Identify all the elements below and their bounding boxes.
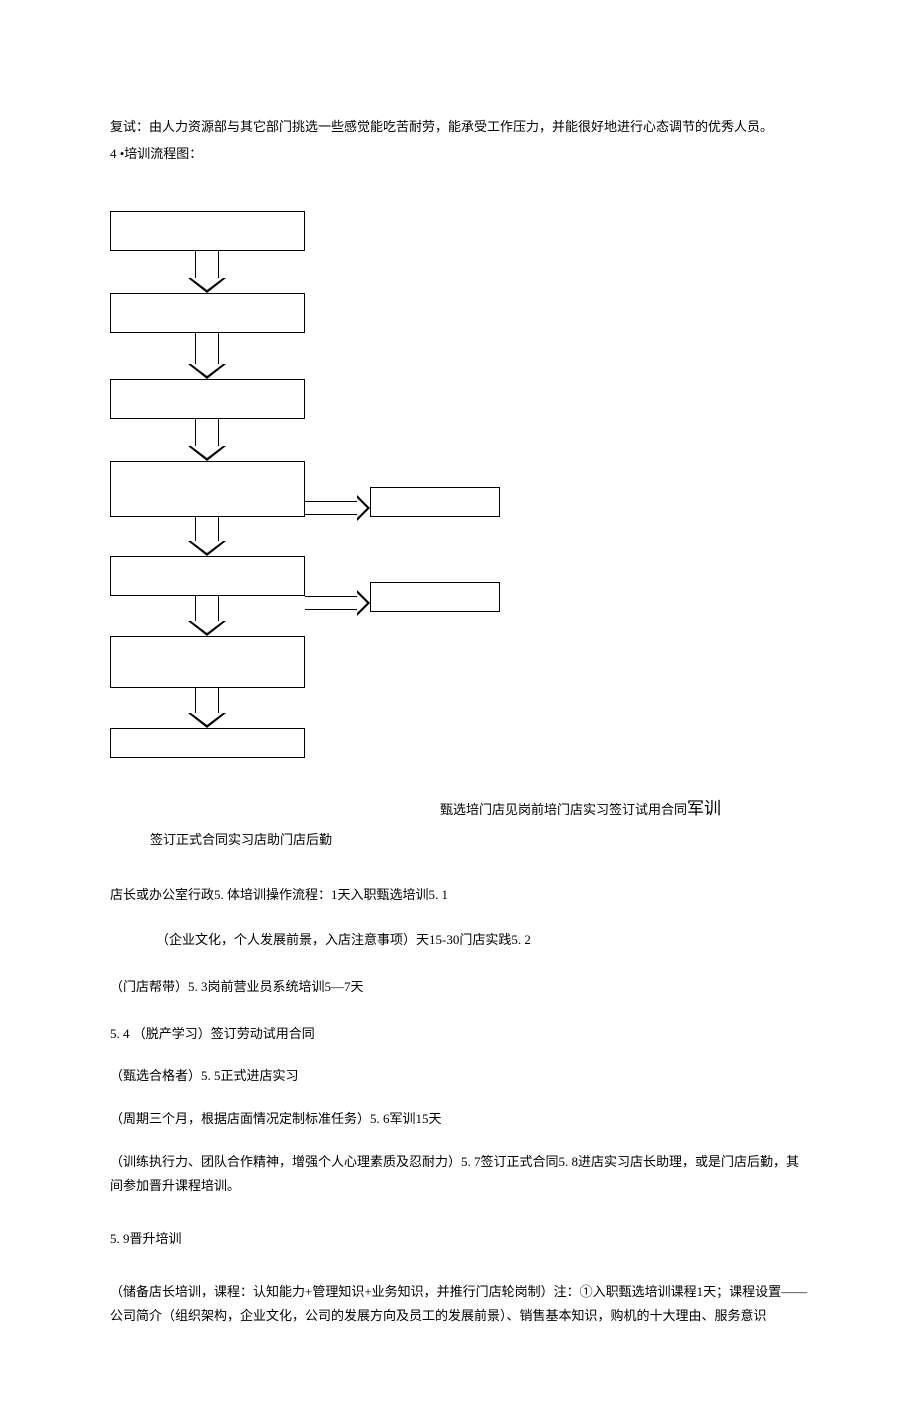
arrow-right-icon (305, 590, 370, 616)
arrow-down-icon (195, 251, 226, 293)
flow-box (370, 582, 500, 612)
flowchart-caption-left: 签订正式合同实习店助门店后勤 (150, 829, 810, 848)
body-p7: （训练执行力、团队合作精神，增强个人心理素质及忍耐力）5. 7签订正式合同5. … (110, 1150, 810, 1199)
flowchart-caption-right: 甄选培门店见岗前培门店实习签订试用合同军训 (440, 794, 810, 819)
intro-line: 复试：由人力资源部与其它部门挑选一些感觉能吃苦耐劳，能承受工作压力，并能很好地进… (110, 115, 810, 138)
caption-text-big: 军训 (687, 799, 721, 818)
flow-box (110, 636, 305, 688)
flow-box (370, 487, 500, 517)
section-heading: 4 •培训流程图： (110, 142, 810, 165)
arrow-down-icon (195, 688, 226, 728)
flow-box (110, 556, 305, 596)
flowchart-diagram (110, 211, 810, 786)
body-p6: （周期三个月，根据店面情况定制标准任务）5. 6军训15天 (110, 1107, 810, 1132)
flow-box (110, 379, 305, 419)
arrow-down-icon (195, 333, 226, 379)
flow-box (110, 293, 305, 333)
flow-box (110, 461, 305, 517)
body-p1: 店长或办公室行政5. 体培训操作流程：1天入职甄选培训5. 1 (110, 883, 810, 906)
arrow-down-icon (195, 419, 226, 461)
body-p10: 公司简介（组织架构，企业文化，公司的发展方向及员工的发展前景）、销售基本知识，购… (110, 1304, 810, 1329)
arrow-down-icon (195, 517, 226, 556)
body-p9: （储备店长培训，课程：认知能力+管理知识+业务知识，并推行门店轮岗制）注：①入职… (110, 1280, 810, 1305)
flow-box (110, 728, 305, 758)
caption-text: 甄选培门店见岗前培门店实习签订试用合同 (440, 802, 687, 817)
body-p5: （甄选合格者）5. 5正式进店实习 (110, 1064, 810, 1089)
document-page: 复试：由人力资源部与其它部门挑选一些感觉能吃苦耐劳，能承受工作压力，并能很好地进… (0, 0, 920, 1409)
body-p3: （门店帮带）5. 3岗前营业员系统培训5—7天 (110, 975, 810, 1000)
flow-box (110, 211, 305, 251)
arrow-down-icon (195, 596, 226, 636)
body-p4: 5. 4 （脱产学习）签订劳动试用合同 (110, 1022, 810, 1047)
arrow-right-icon (305, 495, 370, 521)
body-p8: 5. 9晋升培训 (110, 1227, 810, 1252)
body-p2: （企业文化，个人发展前景，入店注意事项）天15-30门店实践5. 2 (110, 928, 810, 953)
